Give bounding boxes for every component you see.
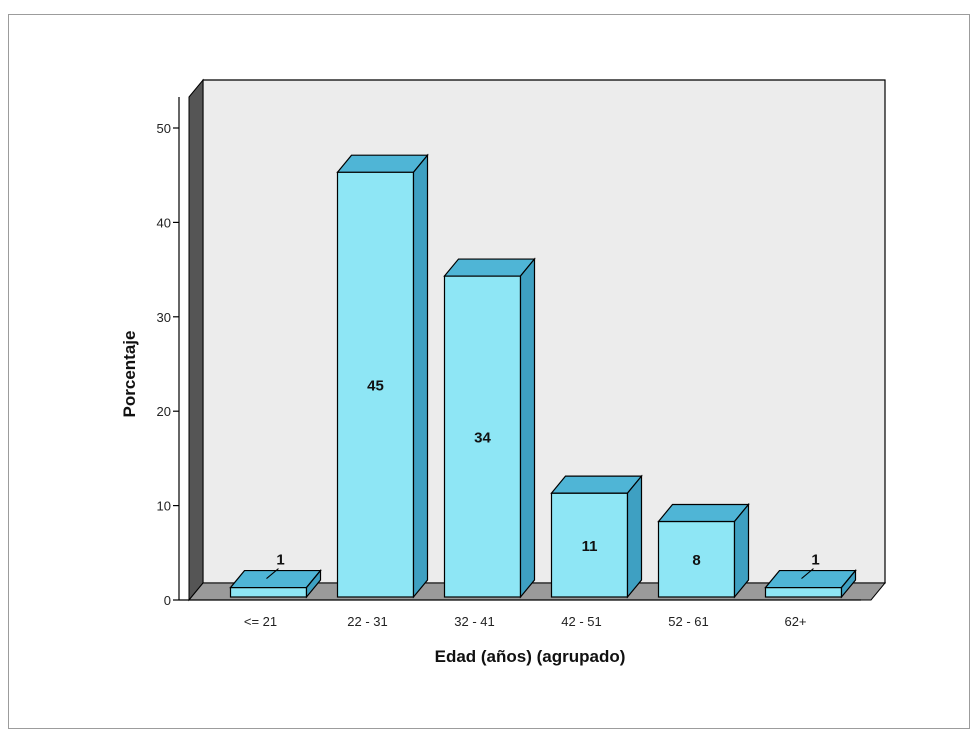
data-label: 8 xyxy=(692,552,700,569)
bar-top xyxy=(443,258,536,277)
x-tick-label: <= 21 xyxy=(244,614,277,629)
bar: 8 xyxy=(657,502,750,599)
y-axis-title: Porcentaje xyxy=(120,331,139,418)
y-tick-label: 40 xyxy=(157,215,171,230)
bars: 1 45 34 11 8 1 xyxy=(229,153,857,599)
y-tick-label: 50 xyxy=(157,121,171,136)
data-label-leader xyxy=(266,568,279,579)
bar: 1 xyxy=(764,552,857,599)
y-tick-label: 30 xyxy=(157,310,171,325)
bar-front xyxy=(657,520,736,598)
x-tick-label: 42 - 51 xyxy=(561,614,601,629)
bar-side xyxy=(412,153,429,599)
y-axis: 0 10 20 30 40 50 xyxy=(157,97,180,608)
x-tick-label: 52 - 61 xyxy=(668,614,708,629)
data-label: 34 xyxy=(474,430,491,447)
chart-frame: 0 10 20 30 40 50 1 45 34 11 8 1 <= 21 22 - 31 32 - 4… xyxy=(8,14,970,729)
x-axis: <= 21 22 - 31 32 - 41 42 - 51 52 - 61 62+ xyxy=(244,614,807,629)
bar-side xyxy=(305,568,322,599)
y-tick-label: 10 xyxy=(157,499,171,514)
bar-chart: 0 10 20 30 40 50 1 45 34 11 8 1 <= 21 22 - 31 32 - 4… xyxy=(120,78,887,666)
bar: 11 xyxy=(550,474,643,599)
x-tick-label: 32 - 41 xyxy=(454,614,494,629)
bar-top xyxy=(229,569,322,589)
x-axis-title: Edad (años) (agrupado) xyxy=(435,647,626,666)
y-tick-label: 20 xyxy=(157,404,171,419)
data-label: 1 xyxy=(276,552,284,569)
bar-top xyxy=(550,475,643,494)
bar-front xyxy=(229,586,308,598)
bar-side xyxy=(733,502,750,599)
bar-front xyxy=(336,171,415,598)
bar-top xyxy=(764,569,857,589)
bar-side xyxy=(519,257,536,599)
data-label-leader xyxy=(801,568,814,579)
x-tick-label: 62+ xyxy=(784,614,806,629)
back-wall xyxy=(202,79,886,584)
bar: 34 xyxy=(443,257,536,599)
left-wall xyxy=(188,78,204,602)
bar-side xyxy=(626,474,643,599)
data-label: 11 xyxy=(582,538,598,555)
bar: 45 xyxy=(336,153,429,599)
y-tick-label: 0 xyxy=(164,593,171,608)
bar: 1 xyxy=(229,552,322,599)
bar-side xyxy=(840,568,857,599)
bar-front xyxy=(764,586,843,598)
data-label: 1 xyxy=(811,552,819,569)
bar-top xyxy=(336,154,429,173)
data-label: 45 xyxy=(367,378,384,395)
bar-front xyxy=(550,492,629,598)
x-tick-label: 22 - 31 xyxy=(347,614,387,629)
bar-top xyxy=(657,503,750,523)
